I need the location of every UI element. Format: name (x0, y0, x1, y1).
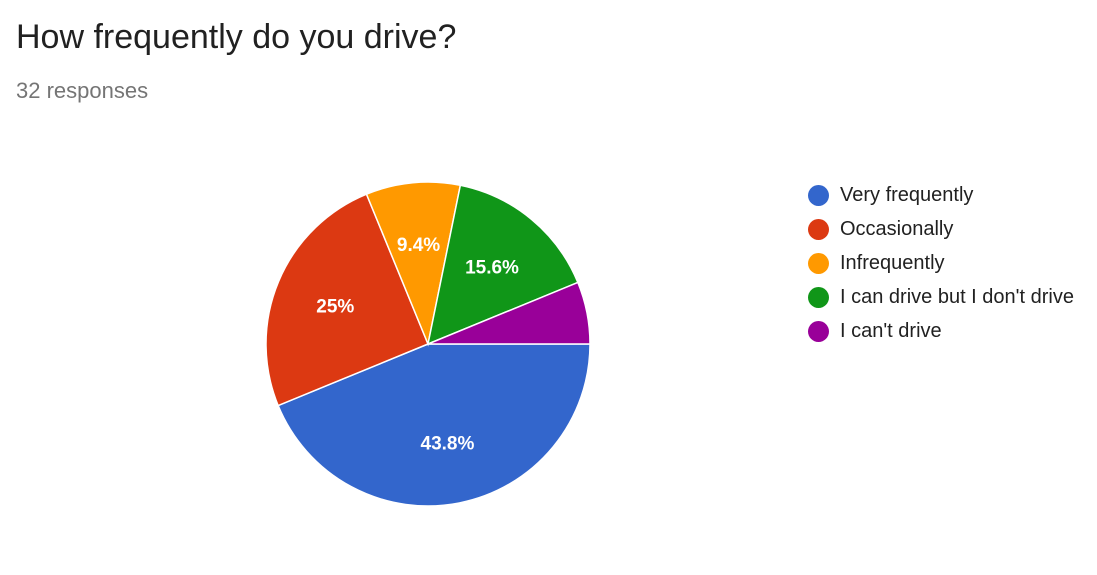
legend-swatch-icon (808, 252, 829, 274)
slice-value-label: 15.6% (465, 258, 519, 279)
chart-title: How frequently do you drive? (16, 18, 457, 56)
pie-slice-very-frequently[interactable] (277, 343, 591, 507)
legend-label: Infrequently (840, 251, 945, 274)
pie-slice-i-can-drive-but-i-don-t-drive[interactable] (426, 184, 579, 346)
pie-slice-i-can-t-drive[interactable] (427, 281, 591, 345)
legend-item[interactable]: Infrequently (808, 246, 1074, 280)
legend-item[interactable]: I can drive but I don't drive (808, 280, 1074, 314)
legend-swatch-icon (808, 184, 829, 206)
legend-swatch-icon (808, 286, 829, 308)
legend-swatch-icon (808, 218, 829, 240)
legend-label: Very frequently (840, 183, 974, 206)
slice-value-label: 9.4% (397, 235, 440, 256)
slice-value-label: 25% (316, 296, 354, 317)
legend-item[interactable]: Occasionally (808, 212, 1074, 246)
legend-item[interactable]: I can't drive (808, 314, 1074, 348)
chart-legend: Very frequently Occasionally Infrequently I… (808, 178, 1074, 348)
legend-label: I can't drive (840, 319, 942, 342)
legend-swatch-icon (808, 320, 829, 342)
legend-label: I can drive but I don't drive (840, 285, 1074, 308)
slice-value-label: 43.8% (421, 434, 475, 455)
pie-slice-infrequently[interactable] (365, 181, 462, 347)
legend-label: Occasionally (840, 217, 954, 240)
pie-labels: 43.8% 25% 9.4% 15.6% (316, 235, 519, 455)
legend-item[interactable]: Very frequently (808, 178, 1074, 212)
pie-slices (265, 181, 591, 507)
response-count: 32 responses (16, 78, 149, 103)
